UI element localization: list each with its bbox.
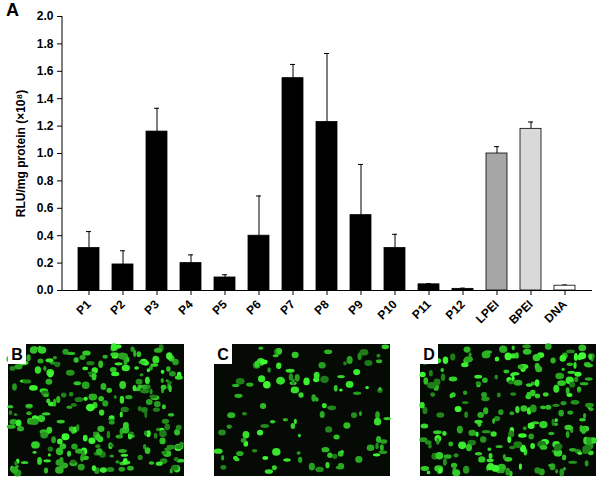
svg-text:D: D	[423, 346, 435, 363]
svg-text:P9: P9	[346, 297, 367, 318]
svg-text:1.8: 1.8	[37, 37, 54, 51]
html-text:A: A	[6, 0, 19, 20]
svg-text:0.8: 0.8	[37, 174, 54, 188]
svg-text:1.6: 1.6	[37, 64, 54, 78]
svg-text:DNA: DNA	[542, 297, 571, 326]
svg-text:RLU/mg protein (×10⁸): RLU/mg protein (×10⁸)	[14, 90, 28, 217]
svg-text:P10: P10	[375, 297, 400, 322]
svg-text:1.0: 1.0	[37, 146, 54, 160]
svg-text:0.6: 0.6	[37, 201, 54, 215]
svg-text:B: B	[11, 346, 23, 363]
svg-text:P8: P8	[312, 297, 333, 318]
svg-text:P5: P5	[210, 297, 231, 318]
svg-text:C: C	[217, 346, 229, 363]
svg-text:P4: P4	[176, 297, 197, 318]
svg-text:P6: P6	[244, 297, 265, 318]
svg-text:1.4: 1.4	[37, 92, 54, 106]
svg-text:0.2: 0.2	[37, 256, 54, 270]
svg-text:0.4: 0.4	[37, 229, 54, 243]
svg-text:P2: P2	[108, 297, 129, 318]
svg-text:P1: P1	[74, 297, 95, 318]
svg-text:1.2: 1.2	[37, 119, 54, 133]
svg-text:LPEI: LPEI	[473, 297, 502, 326]
svg-text:0.0: 0.0	[37, 283, 54, 297]
svg-text:P11: P11	[409, 297, 434, 322]
svg-text:BPEI: BPEI	[506, 297, 536, 327]
svg-text:P3: P3	[142, 297, 163, 318]
svg-text:P12: P12	[443, 297, 468, 322]
svg-text:2.0: 2.0	[37, 9, 54, 23]
svg-text:P7: P7	[278, 297, 299, 318]
